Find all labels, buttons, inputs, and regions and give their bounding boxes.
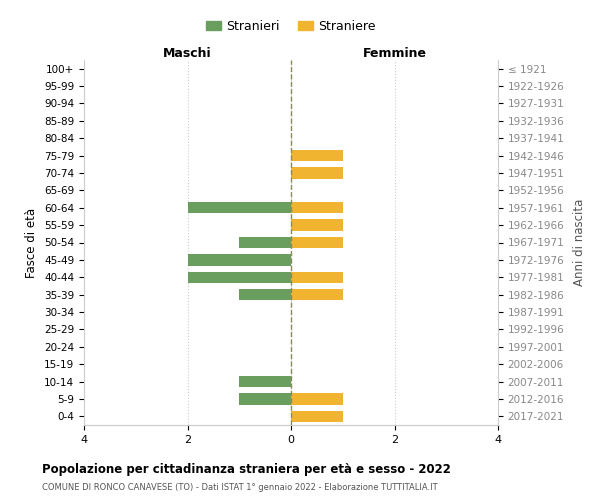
Text: COMUNE DI RONCO CANAVESE (TO) - Dati ISTAT 1° gennaio 2022 - Elaborazione TUTTIT: COMUNE DI RONCO CANAVESE (TO) - Dati IST…: [42, 484, 437, 492]
Bar: [291, 237, 343, 248]
Bar: [239, 237, 291, 248]
Bar: [291, 289, 343, 300]
Legend: Stranieri, Straniere: Stranieri, Straniere: [201, 15, 381, 38]
Bar: [239, 289, 291, 300]
Bar: [291, 220, 343, 231]
Bar: [291, 150, 343, 161]
Bar: [291, 272, 343, 283]
Bar: [187, 254, 291, 266]
Bar: [291, 168, 343, 178]
Bar: [291, 202, 343, 213]
Bar: [239, 376, 291, 387]
Y-axis label: Anni di nascita: Anni di nascita: [573, 199, 586, 286]
Bar: [239, 394, 291, 404]
Bar: [291, 394, 343, 404]
Bar: [187, 202, 291, 213]
Y-axis label: Fasce di età: Fasce di età: [25, 208, 38, 278]
Text: Popolazione per cittadinanza straniera per età e sesso - 2022: Popolazione per cittadinanza straniera p…: [42, 462, 451, 475]
Text: Maschi: Maschi: [163, 48, 212, 60]
Bar: [291, 410, 343, 422]
Bar: [187, 272, 291, 283]
Text: Femmine: Femmine: [362, 48, 427, 60]
